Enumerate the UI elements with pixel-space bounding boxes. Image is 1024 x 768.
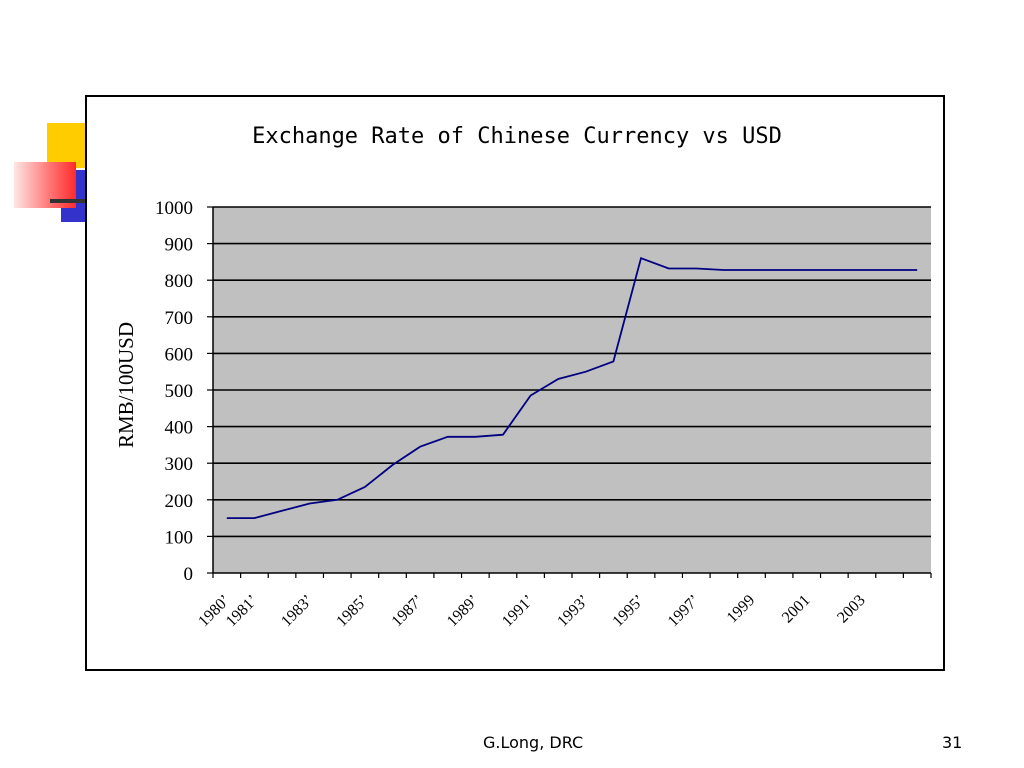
decor-dark-line	[50, 199, 85, 203]
y-tick-labels: 0 100 200 300 400 500 600 700 800 900 1000	[155, 198, 193, 585]
axes	[207, 206, 932, 578]
y-tick-label: 500	[165, 381, 194, 402]
x-tick-labels: 1980’1981’ 1983’ 1985’ 1987’ 1989’ 1991’ 1993’…	[195, 592, 869, 630]
y-tick-label: 900	[165, 235, 194, 256]
y-tick-label: 400	[165, 418, 194, 439]
y-tick-label: 200	[165, 491, 194, 512]
y-tick-label: 100	[165, 527, 194, 548]
x-tick-label: 2003	[834, 592, 869, 627]
footer-author: G.Long, DRC	[483, 733, 584, 752]
x-tick-label: 1995’	[609, 592, 647, 630]
chart-frame: Exchange Rate of Chinese Currency vs USD…	[85, 95, 945, 671]
x-tick-label: 1983’	[278, 592, 316, 630]
y-tick-label: 600	[165, 344, 194, 365]
y-axis-label: RMB/100USD	[114, 322, 138, 448]
y-tick-label: 800	[165, 271, 194, 292]
gridlines	[213, 206, 931, 538]
y-tick-label: 0	[184, 564, 194, 585]
x-tick-label: 1997’	[665, 592, 703, 630]
decor-yellow-square	[47, 123, 85, 168]
x-tick-label: 1993’	[554, 592, 592, 630]
exchange-rate-chart: Exchange Rate of Chinese Currency vs USD…	[114, 124, 932, 630]
x-tick-label: 1987’	[389, 592, 427, 630]
y-tick-label: 300	[165, 454, 194, 475]
y-tick-label: 1000	[155, 198, 193, 219]
x-tick-label: 1989’	[444, 592, 482, 630]
x-tick-label: 2001	[779, 592, 814, 627]
y-tick-label: 700	[165, 308, 194, 329]
series-line	[226, 257, 918, 519]
x-tick-label: 1991’	[499, 592, 537, 630]
x-tick-label: 1999	[724, 592, 759, 627]
x-tick-label: 1981’	[223, 592, 261, 630]
chart-title: Exchange Rate of Chinese Currency vs USD	[252, 124, 782, 149]
x-tick-label: 1985’	[333, 592, 371, 630]
page-number: 31	[942, 733, 963, 752]
